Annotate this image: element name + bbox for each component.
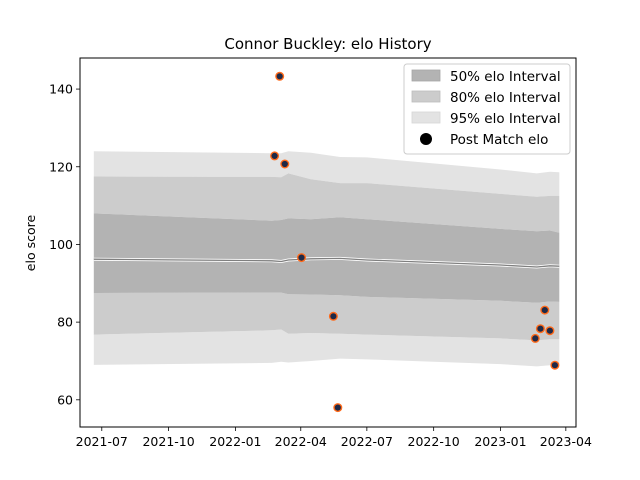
legend-marker-post-match [420,133,432,145]
legend-swatch-50 [411,69,441,82]
post-match-point [333,403,343,413]
y-tick-label: 100 [49,237,73,252]
y-axis-label: elo score [23,215,38,272]
x-tick-label: 2022-10 [408,434,460,449]
legend: 50% elo Interval 80% elo Interval 95% el… [403,63,571,155]
post-match-point [535,324,545,334]
plot-area [93,71,560,413]
band-80-upper [93,173,560,233]
axes-frame [79,57,577,428]
post-match-point [550,360,560,370]
band-80-lower [93,292,560,341]
y-axis: 60 80 100 120 140 [49,82,80,407]
legend-swatch-95 [411,111,441,124]
y-tick-label: 60 [57,392,73,407]
post-match-point [328,311,338,321]
post-match-point [280,159,290,169]
legend-box [403,63,571,155]
chart-title: Connor Buckley: elo History [224,35,431,53]
x-tick-label: 2022-01 [209,434,261,449]
post-match-point [530,333,540,343]
x-tick-label: 2022-04 [275,434,327,449]
legend-label-post-match: Post Match elo [450,132,548,148]
post-match-point [545,326,555,336]
post-match-point [297,253,307,263]
post-match-point [275,71,285,81]
post-match-point [270,151,280,161]
legend-label-50: 50% elo Interval [450,69,561,85]
post-match-points [270,71,560,413]
legend-label-95: 95% elo Interval [450,111,561,127]
post-match-point [540,305,550,315]
y-tick-label: 80 [57,315,73,330]
x-axis: 2021-07 2021-10 2022-01 2022-04 2022-07 2022-… [76,427,592,449]
y-tick-label: 140 [49,82,73,97]
x-tick-label: 2022-07 [341,434,393,449]
legend-swatch-80 [411,90,441,103]
legend-label-80: 80% elo Interval [450,90,561,106]
mean-line [93,257,560,268]
band-95-upper [93,151,560,197]
x-tick-label: 2023-04 [540,434,592,449]
band-95-lower [93,329,560,367]
y-tick-label: 120 [49,159,73,174]
mean-lines [93,256,560,269]
x-tick-label: 2021-07 [76,434,128,449]
x-tick-label: 2023-01 [474,434,526,449]
x-tick-label: 2021-10 [142,434,194,449]
